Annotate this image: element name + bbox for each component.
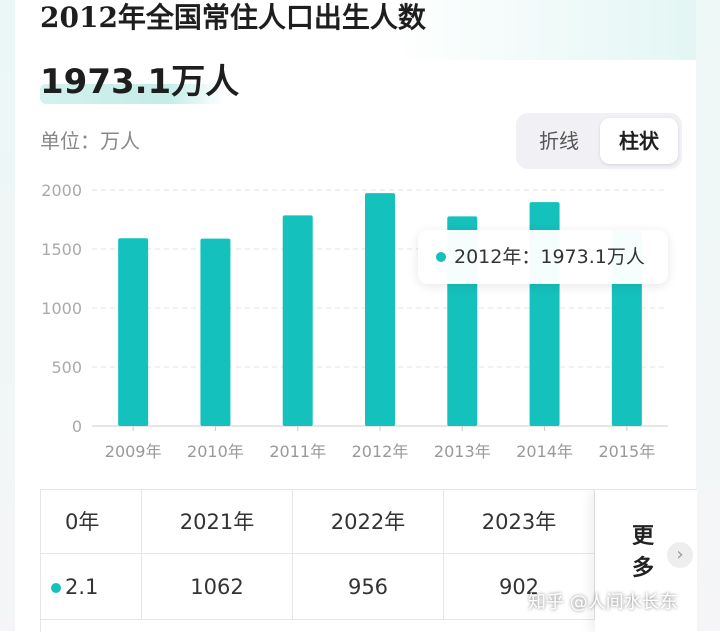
more-button[interactable]: 更多 › — [595, 490, 697, 632]
line-chart-toggle[interactable]: 折线 — [539, 129, 579, 153]
bar-chart[interactable]: 0 500 1000 1500 2000 2009年 2010年 2011年 2012年 2013… — [0, 170, 720, 470]
bar[interactable] — [200, 238, 231, 426]
table-header-cell: 2021年 — [142, 490, 293, 554]
value-highlight — [40, 84, 224, 104]
x-tick-label: 2010年 — [187, 442, 244, 461]
left-frame — [0, 0, 15, 631]
tooltip-series-dot — [436, 252, 446, 262]
x-tick-label: 2014年 — [516, 442, 573, 461]
x-tick-label: 2011年 — [269, 442, 326, 461]
table-header-cell: 0年 — [41, 490, 142, 554]
chart-tooltip: 2012年：1973.1万人 — [418, 230, 668, 284]
table-value-cell: 1062 — [142, 554, 293, 620]
x-tick-label: 2013年 — [434, 442, 491, 461]
y-tick-label: 1500 — [41, 240, 82, 259]
unit-label: 单位：万人 — [40, 129, 140, 153]
bar[interactable] — [118, 238, 149, 426]
chevron-right-icon: › — [667, 542, 693, 568]
header-background — [15, 0, 696, 60]
more-label: 更多 — [631, 523, 654, 581]
table-value-cell: 902 — [444, 554, 595, 620]
x-tick-label: 2012年 — [352, 442, 409, 461]
x-tick-label: 2015年 — [598, 442, 655, 461]
y-tick-label: 0 — [72, 417, 82, 436]
headline-value: 1973.1万人 — [40, 62, 240, 102]
table-header-cell: 2022年 — [293, 490, 444, 554]
page-title: 2012年全国常住人口出生人数 — [40, 1, 426, 34]
table-value-cell: 956 — [293, 554, 444, 620]
bar[interactable] — [365, 193, 395, 426]
y-tick-label: 500 — [51, 358, 82, 377]
bar-chart-toggle[interactable]: 柱状 — [600, 118, 678, 164]
data-table: 0年 2021年 2022年 2023年 2.1 1062 956 902 更多… — [40, 489, 697, 632]
y-tick-label: 2000 — [41, 181, 82, 200]
table-header-cell: 2023年 — [444, 490, 595, 554]
watermark: 知乎 @人间水长东 — [528, 592, 678, 613]
chart-type-toggle: 折线 柱状 — [516, 113, 682, 169]
bar[interactable] — [282, 215, 313, 426]
series-dot — [51, 583, 61, 593]
table-value-cell: 2.1 — [41, 554, 142, 620]
tooltip-text: 2012年：1973.1万人 — [454, 246, 645, 268]
y-tick-label: 1000 — [41, 299, 82, 318]
x-tick-label: 2009年 — [105, 442, 162, 461]
right-frame — [696, 0, 720, 631]
